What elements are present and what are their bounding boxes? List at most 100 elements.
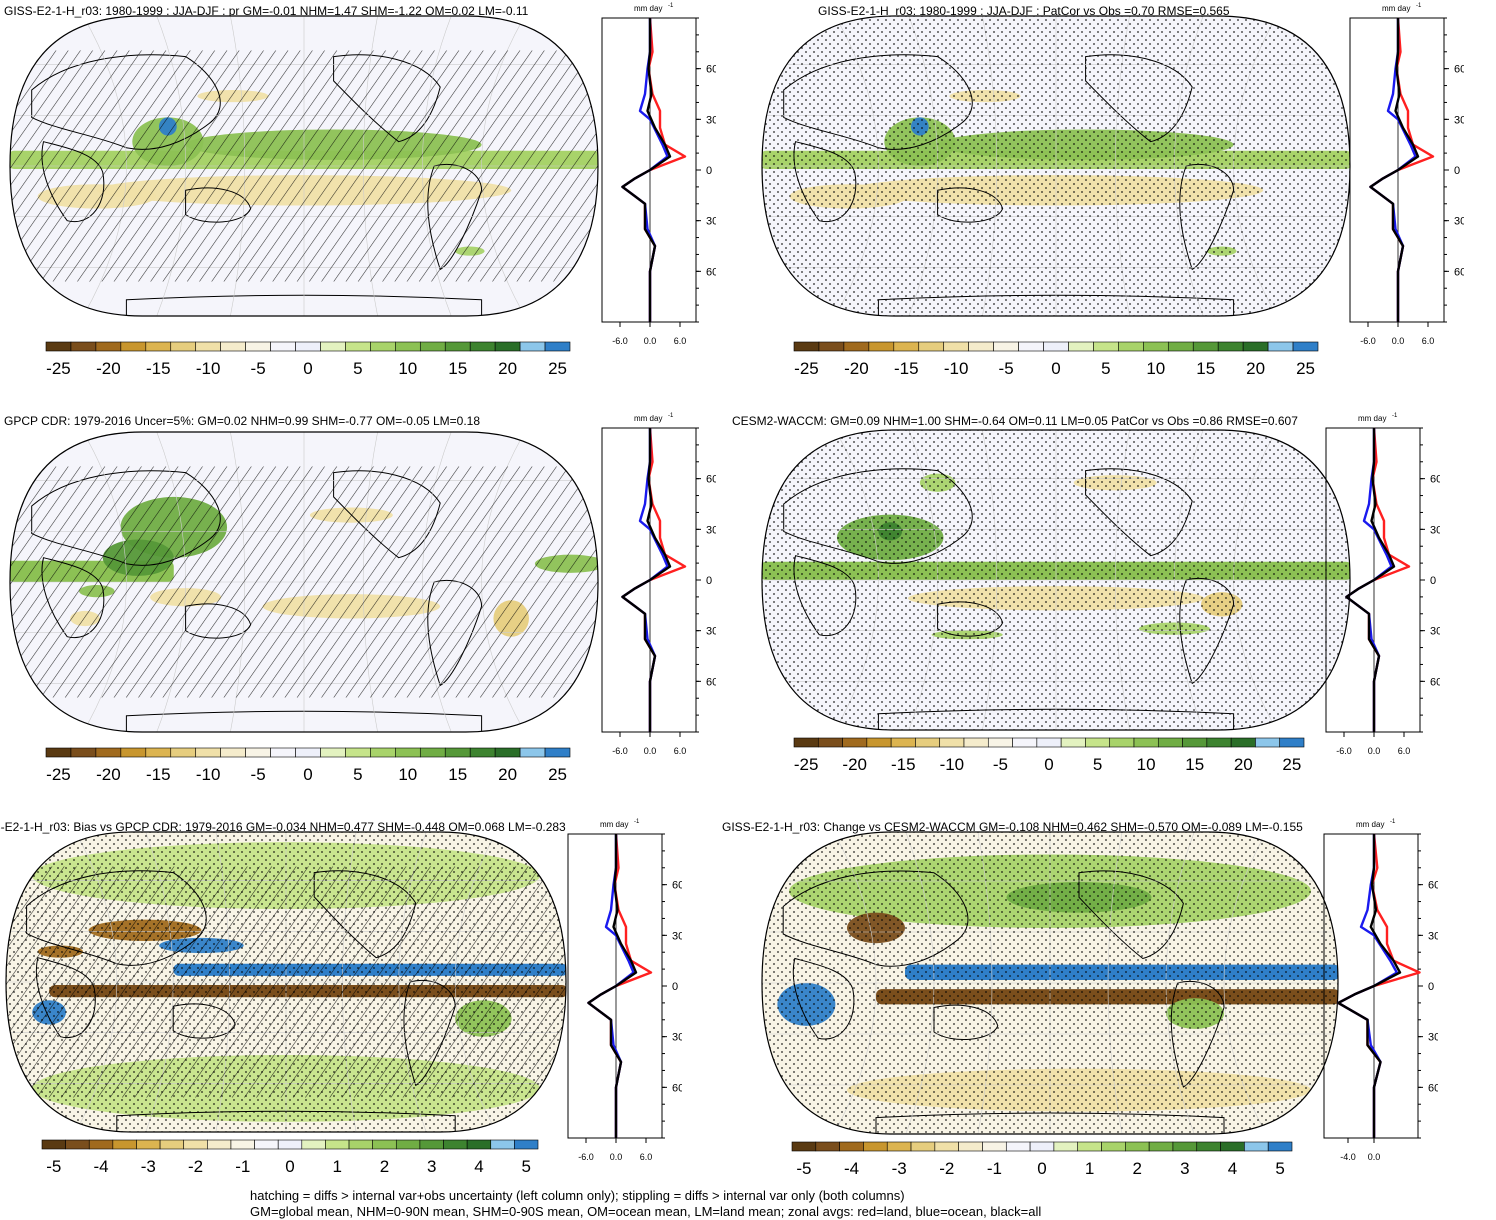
zonal-unit-label: mm day bbox=[1382, 4, 1410, 13]
colorbar-label: 5 bbox=[353, 359, 362, 378]
colorbar-label: 10 bbox=[1137, 755, 1156, 774]
colorbar-box bbox=[982, 1141, 1007, 1152]
x-tick-label: 6.0 bbox=[1422, 336, 1435, 346]
colorbar-box bbox=[958, 1141, 983, 1152]
colorbar-box bbox=[1029, 1141, 1055, 1152]
colorbar-box bbox=[1230, 737, 1256, 748]
colorbar-label: -20 bbox=[96, 359, 121, 378]
y-tick-label: 30S bbox=[706, 626, 716, 638]
map-border bbox=[761, 429, 1351, 731]
colorbar-box bbox=[1217, 341, 1244, 352]
colorbar-box bbox=[868, 341, 895, 352]
map-5 bbox=[5, 831, 567, 1133]
y-tick-label: 30N bbox=[1428, 930, 1438, 942]
zonal-unit-exponent: -1 bbox=[668, 3, 674, 9]
colorbar-2: -25 -20 -15 -10 -5 0 5 10 15 20 25 bbox=[793, 341, 1319, 378]
colorbar-box bbox=[419, 1139, 444, 1150]
colorbar-box bbox=[943, 341, 969, 352]
colorbar-box bbox=[815, 1141, 840, 1152]
coastline bbox=[125, 294, 483, 316]
y-tick-label: 60N bbox=[706, 64, 716, 76]
x-tick-label: 0.0 bbox=[644, 336, 657, 346]
colorbar-box bbox=[370, 747, 396, 758]
colorbar-box bbox=[159, 1139, 185, 1150]
colorbar-box bbox=[345, 341, 371, 352]
colorbar-box bbox=[939, 737, 965, 748]
colorbar-box bbox=[843, 341, 870, 352]
x-tick-label: -6.0 bbox=[612, 746, 628, 756]
panel-title: GISS-E2-1-H_r03: Change vs CESM2-WACCM G… bbox=[722, 820, 1303, 834]
colorbar-box bbox=[863, 1141, 888, 1152]
zonal-mean-land-line bbox=[1345, 427, 1411, 732]
colorbar-box bbox=[325, 1139, 350, 1150]
colorbar-box bbox=[295, 747, 321, 758]
colorbar-label: -25 bbox=[46, 765, 71, 784]
colorbar-box bbox=[915, 737, 941, 748]
colorbar-box bbox=[395, 1139, 421, 1150]
colorbar-label: 2 bbox=[380, 1157, 389, 1176]
colorbar-label: 0 bbox=[1037, 1159, 1046, 1178]
colorbar-box bbox=[112, 1139, 137, 1150]
significance-stippling bbox=[6, 832, 566, 1132]
zonal-mean-plot-2: mm day -1 60N 30N 0 30S 60S -6.0 0.0 6.0 bbox=[1349, 3, 1464, 346]
significance-stippling bbox=[762, 430, 1350, 730]
colorbar-box bbox=[1157, 737, 1183, 748]
colorbar-label: -5 bbox=[999, 359, 1014, 378]
colorbar-box bbox=[793, 737, 819, 748]
x-tick-label: -6.0 bbox=[612, 336, 628, 346]
colorbar-box bbox=[1109, 737, 1135, 748]
colorbar-box bbox=[886, 1141, 912, 1152]
colorbar-label: 20 bbox=[1246, 359, 1265, 378]
colorbar-box bbox=[817, 737, 843, 748]
colorbar-label: 25 bbox=[1296, 359, 1315, 378]
colorbar-box bbox=[469, 341, 496, 352]
zonal-mean-all-line bbox=[1345, 428, 1396, 732]
colorbar-label: -20 bbox=[96, 765, 121, 784]
x-tick-label: 0.0 bbox=[1392, 336, 1405, 346]
y-tick-label: 0 bbox=[706, 165, 712, 177]
colorbar-box bbox=[195, 747, 221, 758]
colorbar-box bbox=[1192, 341, 1219, 352]
panel-title: GPCP CDR: 1979-2016 Uncer=5%: GM=0.02 NH… bbox=[4, 414, 481, 428]
x-tick-label: -4.0 bbox=[1340, 1152, 1356, 1162]
colorbar-label: 0 bbox=[285, 1157, 294, 1176]
colorbar-box bbox=[494, 747, 521, 758]
colorbar-label: 25 bbox=[548, 765, 567, 784]
colorbar-box bbox=[348, 1139, 373, 1150]
y-tick-label: 30N bbox=[706, 524, 716, 536]
colorbar-box bbox=[1125, 1141, 1150, 1152]
colorbar-6: -5 -4 -3 -2 -1 0 1 2 3 4 5 bbox=[791, 1141, 1293, 1178]
colorbar-box bbox=[345, 747, 371, 758]
colorbar-box bbox=[987, 737, 1013, 748]
colorbar-box bbox=[490, 1139, 515, 1150]
colorbar-label: -10 bbox=[944, 359, 969, 378]
colorbar-label: -10 bbox=[196, 359, 221, 378]
colorbar-box bbox=[1053, 1141, 1079, 1152]
colorbar-box bbox=[70, 747, 97, 758]
colorbar-label: 15 bbox=[448, 359, 467, 378]
map-border bbox=[9, 15, 599, 317]
colorbar-label: -2 bbox=[939, 1159, 954, 1178]
colorbar-label: 20 bbox=[498, 765, 517, 784]
y-tick-label: 60S bbox=[706, 676, 716, 688]
colorbar-box bbox=[245, 747, 271, 758]
colorbar-box bbox=[910, 1141, 936, 1152]
caption-line-2: GM=global mean, NHM=0-90N mean, SHM=0-90… bbox=[250, 1204, 1042, 1219]
colorbar-box bbox=[466, 1139, 492, 1150]
zonal-mean-all-line bbox=[587, 834, 638, 1138]
colorbar-box bbox=[1196, 1141, 1221, 1152]
y-tick-label: 60S bbox=[1430, 676, 1440, 688]
zonal-mean-plot-6: mm day -1 60N 30N 0 30S 60S -4.0 0.0 bbox=[1323, 819, 1438, 1162]
colorbar-label: -10 bbox=[196, 765, 221, 784]
x-tick-label: -6.0 bbox=[578, 1152, 594, 1162]
colorbar-box bbox=[1043, 341, 1069, 352]
y-tick-label: 0 bbox=[672, 981, 678, 993]
colorbar-label: -3 bbox=[141, 1157, 156, 1176]
colorbar-label: -20 bbox=[844, 359, 869, 378]
map-border bbox=[9, 431, 599, 733]
colorbar-box bbox=[444, 341, 471, 352]
colorbar-label: 5 bbox=[1093, 755, 1102, 774]
colorbar-box bbox=[839, 1141, 864, 1152]
x-tick-label: -6.0 bbox=[1336, 746, 1352, 756]
x-tick-label: 0.0 bbox=[644, 746, 657, 756]
